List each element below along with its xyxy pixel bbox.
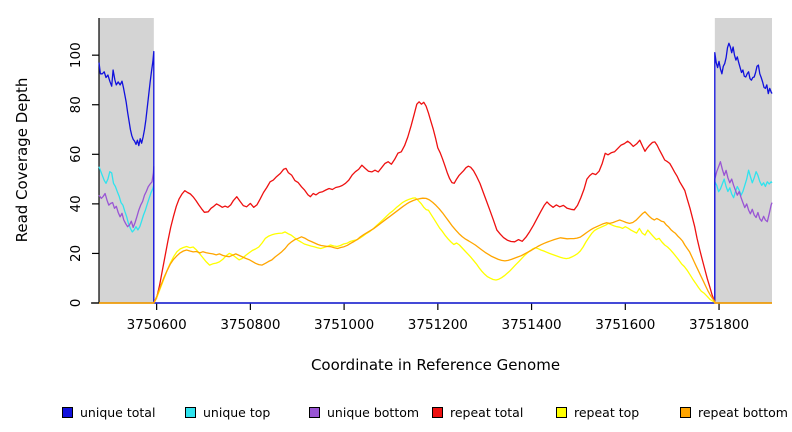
x-tick-label: 3751800 — [689, 317, 749, 333]
legend-label: repeat bottom — [698, 404, 788, 420]
legend-item-repeat-total: repeat total — [432, 404, 523, 420]
x-axis-title: Coordinate in Reference Genome — [311, 356, 560, 374]
legend-label: repeat total — [450, 404, 524, 420]
legend-item-unique-total: unique total — [62, 404, 155, 420]
y-axis-title: Read Coverage Depth — [13, 78, 31, 243]
legend-label: unique total — [80, 404, 156, 420]
legend-swatch-unique-total — [62, 406, 73, 418]
x-tick-label: 3751000 — [314, 317, 374, 333]
legend-label: unique bottom — [327, 404, 420, 420]
legend-item-unique-bottom: unique bottom — [309, 404, 419, 420]
legend-swatch-repeat-top — [556, 406, 567, 418]
legend-item-unique-top: unique top — [185, 404, 270, 420]
legend-item-repeat-bottom: repeat bottom — [680, 404, 788, 420]
series-line-repeat-bottom — [99, 197, 772, 304]
x-tick-label: 3751200 — [408, 317, 468, 333]
legend-swatch-repeat-total — [432, 406, 443, 418]
legend-label: unique top — [203, 404, 271, 420]
series-line-repeat-total — [99, 101, 772, 304]
legend-swatch-unique-bottom — [309, 406, 320, 418]
chart-legend: unique total unique top unique bottom repea… — [0, 402, 792, 424]
series-line-unique-bottom — [98, 161, 773, 304]
series-line-unique-total — [98, 42, 773, 304]
series-line-unique-top — [98, 166, 773, 304]
legend-swatch-repeat-bottom — [680, 406, 691, 418]
unique-region-shade-left — [99, 18, 154, 303]
legend-swatch-unique-top — [185, 406, 196, 418]
y-tick-label: 80 — [68, 96, 84, 113]
unique-region-shade-right — [714, 18, 772, 303]
y-tick-label: 0 — [68, 299, 84, 308]
y-tick-label: 100 — [68, 42, 84, 68]
legend-label: repeat top — [574, 404, 640, 420]
coverage-plot: 3750600 3750800 3751000 3751200 3751400 37516… — [13, 18, 773, 374]
series-line-repeat-top — [99, 197, 772, 304]
legend-item-repeat-top: repeat top — [556, 404, 639, 420]
x-tick-label: 3750600 — [127, 317, 187, 333]
y-tick-label: 20 — [68, 245, 84, 262]
y-tick-label: 40 — [68, 195, 84, 212]
x-tick-label: 3750800 — [220, 317, 280, 333]
y-tick-label: 60 — [68, 146, 84, 163]
x-tick-label: 3751400 — [502, 317, 562, 333]
x-tick-label: 3751600 — [595, 317, 655, 333]
